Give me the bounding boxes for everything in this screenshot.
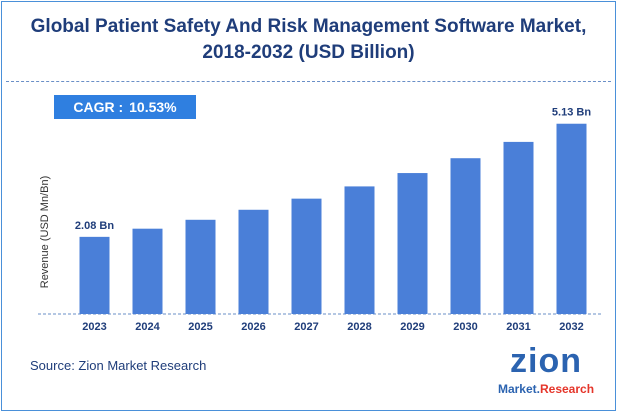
bar-2026 [238,209,269,314]
data-label-2032: 5.13 Bn [552,107,591,119]
cagr-badge: CAGR : 10.53% [54,95,196,119]
x-tick-label-2032: 2032 [559,321,583,333]
x-tick-label-2031: 2031 [506,321,530,333]
bar-2031 [503,141,534,314]
logo-word: zion [510,342,582,380]
title-line-2: 2018-2032 (USD Billion) [202,42,415,63]
logo-subtitle: Market.Research [487,382,605,396]
x-tick-label-2028: 2028 [347,321,371,333]
cagr-value: 10.53% [129,99,177,115]
cagr-label: CAGR : [73,99,124,115]
bar-2029 [397,173,428,314]
zion-logo: zion Market.Research [487,342,605,404]
y-axis-label: Revenue (USD Mn/Bn) [39,175,51,289]
title-divider [6,81,611,82]
source-note: Source: Zion Market Research [30,358,207,373]
x-tick-label-2027: 2027 [294,321,318,333]
bar-2025 [185,219,216,314]
x-tick-label-2029: 2029 [400,321,424,333]
title-line-1: Global Patient Safety And Risk Managemen… [30,16,587,37]
bar-2028 [344,186,375,314]
data-label-2023: 2.08 Bn [75,220,114,232]
bar-2030 [450,158,481,314]
x-tick-label-2024: 2024 [135,321,160,333]
x-tick-label-2025: 2025 [188,321,212,333]
x-tick-label-2026: 2026 [241,321,265,333]
x-tick-label-2030: 2030 [453,321,477,333]
bar-2032 [556,123,587,314]
chart-title: Global Patient Safety And Risk Managemen… [0,14,617,66]
bar-2024 [132,228,163,314]
logo-sub-accent: Research [539,382,595,396]
bar-2023 [79,236,110,314]
logo-sub-main: Market. [497,382,540,396]
bar-2027 [291,198,322,314]
x-tick-label-2023: 2023 [82,321,106,333]
